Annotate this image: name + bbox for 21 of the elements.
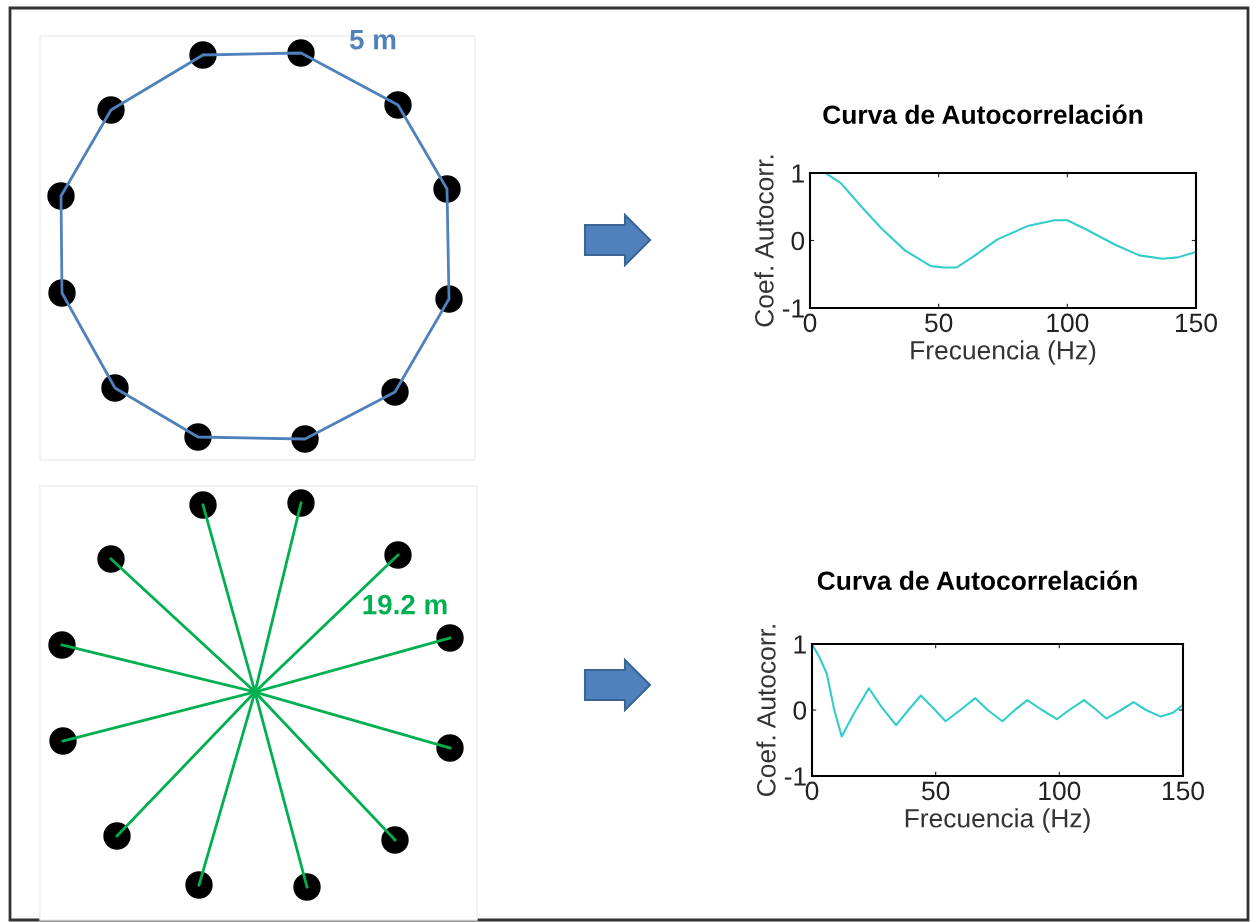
y-tick-label: 1: [792, 164, 804, 183]
y-tick-label: 0: [791, 231, 805, 251]
y-tick-label: 1: [794, 635, 806, 654]
y-tick-label: -1: [782, 299, 804, 318]
x-tick-label: 150: [1163, 781, 1204, 801]
x-axis-title: Frecuencia (Hz): [911, 340, 1096, 365]
text: 5 m: [349, 30, 396, 50]
x-axis-title: Frecuencia (Hz): [905, 808, 1090, 833]
y-axis-title: Coef. Autocorr.: [756, 625, 776, 796]
y-tick-label: 0: [793, 701, 807, 720]
x-tick-label: 50: [925, 313, 953, 333]
x-tick-label: 100: [1047, 313, 1089, 333]
line-series: [824, 173, 1196, 269]
chart-title: Curva de Autocorrelación: [817, 570, 1137, 591]
x-tick-label: 150: [1176, 313, 1217, 333]
text: 19.2 m: [363, 594, 447, 615]
y-tick-label: -1: [784, 767, 806, 786]
y-axis-title: Coef. Autocorr.: [754, 155, 774, 327]
x-tick-label: 50: [922, 781, 950, 801]
x-tick-label: 100: [1039, 781, 1081, 801]
chart-title: Curva de Autocorrelación: [823, 104, 1143, 125]
